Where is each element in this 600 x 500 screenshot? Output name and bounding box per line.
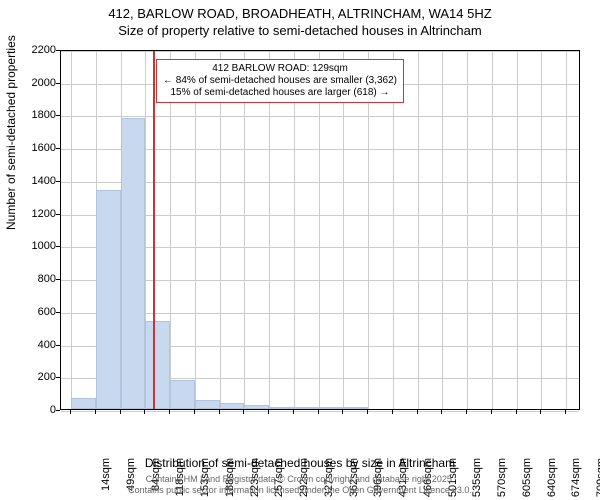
title-line1: 412, BARLOW ROAD, BROADHEATH, ALTRINCHAM… <box>108 6 491 21</box>
grid-line-v <box>294 51 295 409</box>
grid-line-h <box>61 51 579 52</box>
grid-line-v <box>220 51 221 409</box>
histogram-bar <box>121 118 145 409</box>
y-axis-label: Number of semi-detached properties <box>4 35 18 230</box>
grid-line-v <box>71 51 72 409</box>
y-tick-label: 0 <box>16 404 56 416</box>
grid-line-v <box>566 51 567 409</box>
footer-attribution: Contains HM Land Registry data © Crown c… <box>0 474 600 496</box>
histogram-bar <box>145 321 170 409</box>
annotation-line1: 412 BARLOW ROAD: 129sqm <box>212 63 348 74</box>
y-tick-label: 800 <box>16 273 56 285</box>
y-tick-label: 2000 <box>16 77 56 89</box>
histogram-bar <box>319 407 343 409</box>
y-tick-label: 1200 <box>16 208 56 220</box>
grid-line-v <box>170 51 171 409</box>
histogram-bar <box>220 403 244 409</box>
histogram-bar <box>170 380 195 409</box>
histogram-bar <box>195 400 220 409</box>
property-marker-line <box>153 51 155 409</box>
footer-line2: Contains public sector information licen… <box>128 485 472 495</box>
y-tick-label: 200 <box>16 371 56 383</box>
histogram-bar <box>96 190 121 409</box>
plot-area: 412 BARLOW ROAD: 129sqm← 84% of semi-det… <box>60 50 580 410</box>
y-tick-label: 1800 <box>16 109 56 121</box>
annotation-line3: 15% of semi-detached houses are larger (… <box>171 87 390 98</box>
grid-line-v <box>393 51 394 409</box>
grid-line-v <box>541 51 542 409</box>
grid-line-v <box>368 51 369 409</box>
grid-line-v <box>244 51 245 409</box>
property-size-chart: 412, BARLOW ROAD, BROADHEATH, ALTRINCHAM… <box>0 0 600 500</box>
y-tick-label: 600 <box>16 306 56 318</box>
histogram-bar <box>244 405 269 409</box>
y-tick-label: 1600 <box>16 142 56 154</box>
grid-line-v <box>319 51 320 409</box>
histogram-bar <box>294 407 319 409</box>
histogram-bar <box>343 407 368 409</box>
grid-line-v <box>195 51 196 409</box>
chart-title: 412, BARLOW ROAD, BROADHEATH, ALTRINCHAM… <box>0 0 600 40</box>
histogram-bar <box>269 407 294 409</box>
annotation-box: 412 BARLOW ROAD: 129sqm← 84% of semi-det… <box>156 59 404 103</box>
y-tick-label: 400 <box>16 339 56 351</box>
grid-line-v <box>492 51 493 409</box>
x-axis-label: Distribution of semi-detached houses by … <box>0 456 600 470</box>
y-tick-label: 1400 <box>16 175 56 187</box>
grid-line-v <box>517 51 518 409</box>
annotation-line2: ← 84% of semi-detached houses are smalle… <box>163 75 397 86</box>
grid-line-v <box>442 51 443 409</box>
grid-line-h <box>61 411 579 412</box>
y-tick-label: 2200 <box>16 44 56 56</box>
grid-line-v <box>418 51 419 409</box>
title-line2: Size of property relative to semi-detach… <box>118 23 481 38</box>
histogram-bar <box>71 398 96 409</box>
grid-line-v <box>269 51 270 409</box>
grid-line-v <box>343 51 344 409</box>
grid-line-v <box>467 51 468 409</box>
y-tick-label: 1000 <box>16 240 56 252</box>
footer-line1: Contains HM Land Registry data © Crown c… <box>146 474 455 484</box>
